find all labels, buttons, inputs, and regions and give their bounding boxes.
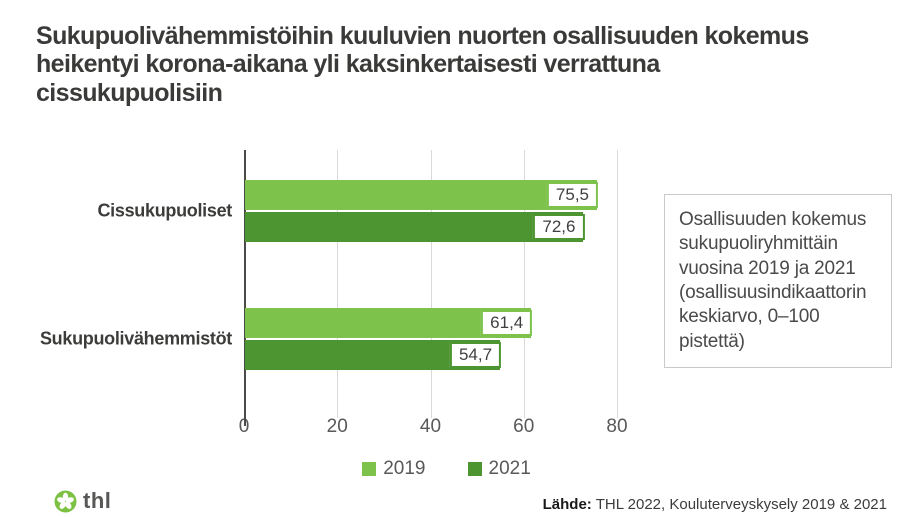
x-tick-label-60: 60 xyxy=(513,416,535,437)
value-label-2019-0: 75,5 xyxy=(546,182,599,208)
chart-legend: 2019 2021 xyxy=(244,458,649,480)
value-label-2021-0: 72,6 xyxy=(533,214,585,240)
thl-logo: thl xyxy=(54,488,111,514)
x-tick-label-40: 40 xyxy=(419,416,442,437)
legend-swatch-2021 xyxy=(467,462,482,476)
category-label: Cissukupuoliset xyxy=(97,200,232,221)
plot-area: 0 20 40 60 80 Cissukupuoliset 75,5 72,6 Sukupuol… xyxy=(40,150,649,437)
bar-2021-0: 72,6 xyxy=(245,212,585,242)
y-axis-line xyxy=(244,150,246,426)
gridline-20 xyxy=(337,150,339,418)
legend-item-2021: 2021 xyxy=(467,458,531,480)
bar-2021-1: 54,7 xyxy=(245,340,502,370)
source-attribution: Lähde: THL 2022, Kouluterveyskysely 2019… xyxy=(543,496,887,513)
value-label-2021-1: 54,7 xyxy=(449,342,502,368)
thl-flower-icon xyxy=(54,490,77,513)
x-tick-label-20: 20 xyxy=(326,416,348,437)
bar-2019-1: 61,4 xyxy=(245,308,533,338)
category-label: Sukupuolivähemmistöt xyxy=(39,328,232,349)
legend-swatch-2019 xyxy=(362,462,377,476)
legend-label-2019: 2019 xyxy=(383,458,426,479)
thl-logo-text: thl xyxy=(83,488,112,513)
bar-2019-0: 75,5 xyxy=(245,180,599,210)
legend-item-2019: 2019 xyxy=(362,458,426,480)
x-tick-label-80: 80 xyxy=(606,416,628,437)
value-label-2019-1: 61,4 xyxy=(481,310,533,336)
gridline-60 xyxy=(523,150,525,418)
source-label: Lähde: xyxy=(542,496,592,513)
annotation-box: Osallisuuden kokemus sukupuoliryhmittäin… xyxy=(664,194,892,368)
gridline-40 xyxy=(430,150,432,418)
gridline-80 xyxy=(617,150,618,418)
chart-title: Sukupuolivähemmistöihin kuuluvien nuorte… xyxy=(36,22,809,107)
source-text: THL 2022, Kouluterveyskysely 2019 & 2021 xyxy=(595,496,887,513)
x-tick-label-0: 0 xyxy=(238,416,250,437)
legend-label-2021: 2021 xyxy=(488,458,531,479)
